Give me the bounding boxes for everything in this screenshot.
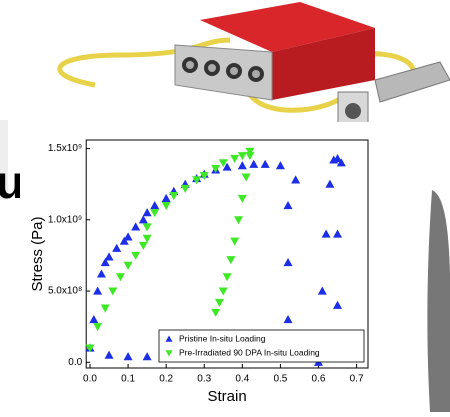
data-point <box>150 201 160 210</box>
data-point <box>180 184 190 193</box>
data-point <box>226 256 236 265</box>
data-point <box>333 229 343 238</box>
data-point <box>104 252 114 261</box>
data-point <box>325 179 335 188</box>
data-point <box>283 315 293 324</box>
data-point <box>211 308 221 317</box>
data-point <box>93 323 103 332</box>
data-point <box>96 269 106 278</box>
y-axis-label: Stress (Pa) <box>29 216 46 291</box>
data-point <box>333 300 343 309</box>
data-point <box>138 215 148 224</box>
data-point <box>138 241 148 250</box>
data-point <box>169 191 179 201</box>
legend-label: Pre-Irradiated 90 DPA In-situ Loading <box>179 347 320 357</box>
x-tick-label: 0.4 <box>235 374 249 385</box>
data-point <box>222 273 232 282</box>
y-tick-label: 1.5x10⁹ <box>48 143 82 154</box>
data-point <box>237 161 247 170</box>
data-point <box>218 159 228 168</box>
data-point <box>336 158 346 167</box>
data-point <box>211 164 221 173</box>
x-tick-label: 0.1 <box>121 374 135 385</box>
data-point <box>214 298 224 307</box>
data-point <box>283 201 293 210</box>
data-point <box>119 236 129 245</box>
data-point <box>104 350 114 359</box>
data-point <box>230 237 240 246</box>
x-tick-label: 0.0 <box>83 374 97 385</box>
data-point <box>249 159 259 168</box>
data-point <box>199 172 209 181</box>
data-point <box>93 286 103 295</box>
data-point <box>123 352 133 361</box>
data-point <box>291 175 301 184</box>
x-tick-label: 0.5 <box>273 374 287 385</box>
y-tick-label: 0.0 <box>68 357 82 368</box>
y-tick-label: 5.0x10⁸ <box>48 286 82 297</box>
x-tick-label: 0.6 <box>312 374 326 385</box>
data-point <box>237 194 247 203</box>
x-tick-label: 0.3 <box>197 374 211 385</box>
data-point <box>112 243 122 252</box>
data-point <box>222 162 232 171</box>
legend-marker <box>165 350 173 357</box>
data-point <box>161 193 171 203</box>
data-point <box>115 273 125 282</box>
data-point <box>245 152 255 161</box>
data-point <box>275 161 285 170</box>
data-point <box>241 173 251 182</box>
data-point <box>150 209 160 218</box>
data-point <box>100 258 110 267</box>
data-point <box>237 152 247 161</box>
data-point <box>89 315 99 324</box>
x-tick-label: 0.7 <box>350 374 364 385</box>
data-point <box>142 234 152 243</box>
legend-label: Pristine In-situ Loading <box>179 333 266 343</box>
data-point <box>161 201 171 211</box>
background-shape <box>427 190 450 412</box>
data-point <box>123 232 133 241</box>
data-point <box>85 344 95 353</box>
data-point <box>283 258 293 267</box>
data-point <box>333 154 343 163</box>
background-shape <box>0 120 8 200</box>
data-point <box>131 222 141 231</box>
data-point <box>123 261 133 270</box>
data-point <box>260 159 270 168</box>
data-point <box>142 208 152 217</box>
y-tick-label: 1.0x10⁹ <box>48 214 82 225</box>
data-point <box>108 287 118 296</box>
data-point <box>317 286 327 295</box>
data-point <box>234 216 244 225</box>
data-point <box>321 229 331 238</box>
data-point <box>245 147 255 156</box>
data-point <box>100 304 110 313</box>
legend-marker <box>165 335 173 342</box>
chart: 0.0 0.1 0.2 0.3 0.4 0.5 0.6 0.7 0.0 5.0x10⁸ 1.0x10… <box>29 139 369 405</box>
data-point <box>142 223 152 232</box>
device-photo <box>57 2 450 131</box>
data-point <box>192 176 202 185</box>
legend-box <box>158 329 365 363</box>
x-axis-label: Strain <box>208 388 247 405</box>
data-point <box>142 352 152 361</box>
data-point <box>131 251 141 260</box>
data-point <box>218 287 228 296</box>
data-point <box>230 154 240 164</box>
x-tick-label: 0.2 <box>159 374 173 385</box>
